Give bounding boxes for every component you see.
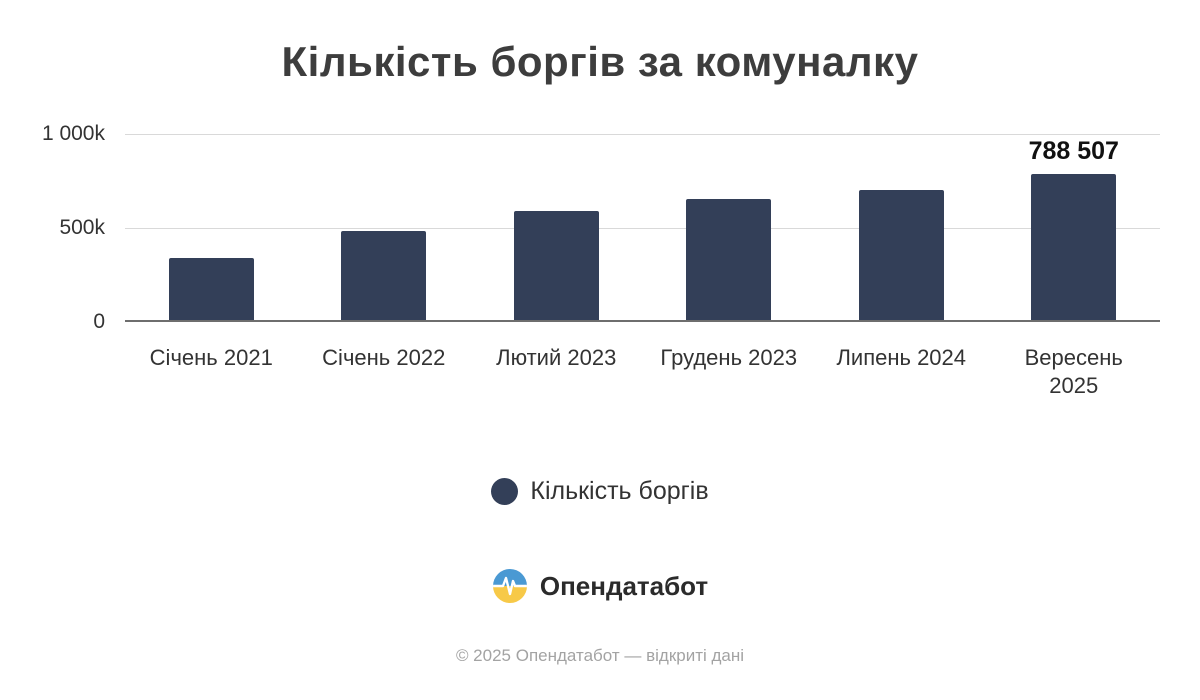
x-axis-labels: Січень 2021 Січень 2022 Лютий 2023 Грудень … bbox=[125, 344, 1160, 399]
bar bbox=[168, 258, 254, 322]
x-tick-label: Грудень 2023 bbox=[660, 345, 798, 370]
chart-legend: Кількість боргів bbox=[0, 477, 1200, 506]
bar bbox=[513, 211, 599, 322]
x-tick-label: Січень 2022 bbox=[322, 345, 446, 370]
bar bbox=[341, 230, 427, 322]
bar-column bbox=[298, 134, 471, 322]
brand-name: Опендатабот bbox=[539, 570, 709, 601]
opendatabot-logo-icon bbox=[492, 568, 528, 604]
chart-title: Кількість боргів за комуналку bbox=[281, 38, 919, 85]
bar-value-label: 788 507 bbox=[1028, 136, 1119, 165]
page-root: Кількість боргів за комуналку 1 000k 500… bbox=[0, 38, 1200, 700]
x-tick-cell: Грудень 2023 bbox=[643, 344, 816, 399]
bar bbox=[1031, 173, 1117, 322]
bar-column bbox=[470, 134, 643, 322]
pulse-line bbox=[492, 576, 527, 596]
brand-logo: Опендатабот bbox=[0, 568, 1200, 604]
x-tick-cell: Січень 2022 bbox=[298, 344, 471, 399]
chart: 1 000k 500k 0 788 507 Січень 2021 Січень … bbox=[42, 122, 1161, 399]
flag-blue-half bbox=[492, 569, 527, 586]
bar-column bbox=[815, 134, 988, 322]
x-tick-cell: Січень 2021 bbox=[125, 344, 298, 399]
x-tick-label: Вересень 2025 bbox=[1024, 345, 1123, 398]
x-tick-cell: Лютий 2023 bbox=[470, 344, 643, 399]
gridline-1000k bbox=[125, 134, 1160, 135]
legend-marker-circle bbox=[491, 478, 519, 505]
bar-column: 788 507 bbox=[988, 134, 1161, 322]
y-tick-500k: 500k bbox=[59, 216, 105, 239]
plot-area: 1 000k 500k 0 788 507 bbox=[42, 122, 1161, 333]
x-axis-line bbox=[125, 320, 1160, 322]
x-tick-label: Січень 2021 bbox=[149, 345, 273, 370]
bar bbox=[858, 190, 944, 322]
x-tick-label: Лютий 2023 bbox=[496, 345, 617, 370]
gridline-500k bbox=[125, 228, 1160, 229]
bar bbox=[686, 198, 772, 322]
x-tick-cell: Липень 2024 bbox=[815, 344, 988, 399]
y-tick-1000k: 1 000k bbox=[41, 122, 105, 145]
x-tick-cell: Вересень 2025 bbox=[988, 344, 1161, 399]
y-tick-0: 0 bbox=[93, 310, 105, 333]
x-tick-label: Липень 2024 bbox=[836, 345, 967, 370]
bar-column bbox=[643, 134, 816, 322]
footer-copyright: © 2025 Опендатабот — відкриті дані bbox=[455, 646, 745, 665]
legend-label: Кількість боргів bbox=[530, 477, 709, 505]
bar-column bbox=[125, 134, 298, 322]
